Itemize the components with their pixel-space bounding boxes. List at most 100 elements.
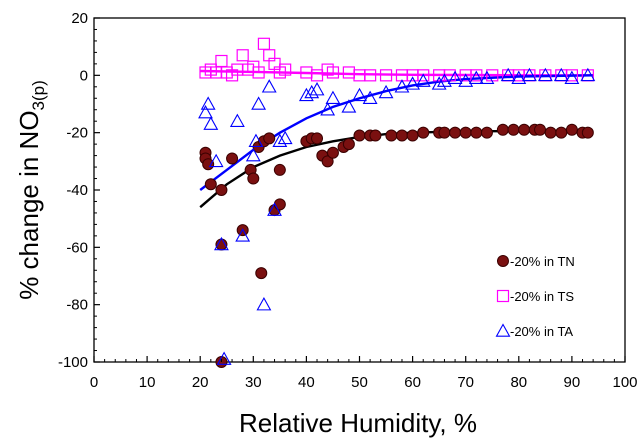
y-tick-label: 20 bbox=[71, 10, 88, 27]
data-point-square bbox=[257, 37, 271, 50]
data-point-circle bbox=[226, 152, 239, 165]
legend-label: -20% in TS bbox=[510, 289, 574, 304]
data-point-triangle bbox=[267, 202, 282, 216]
data-point-circle bbox=[369, 129, 382, 142]
x-tick-label: 10 bbox=[139, 374, 156, 391]
data-point-triangle bbox=[214, 236, 229, 251]
data-point-circle bbox=[385, 129, 398, 142]
y-axis-title: % change in NO3(p) bbox=[14, 80, 48, 300]
data-point-circle bbox=[342, 138, 355, 151]
data-point-circle bbox=[507, 123, 520, 136]
y-tick-label: 0 bbox=[80, 67, 88, 84]
data-point-triangle bbox=[203, 116, 219, 130]
data-point-circle bbox=[406, 129, 419, 142]
y-axis-title-main: % change in NO bbox=[14, 110, 44, 299]
data-point-circle bbox=[449, 126, 462, 139]
data-point-circle bbox=[417, 126, 430, 139]
data-point-triangle bbox=[320, 102, 336, 116]
x-tick-label: 30 bbox=[245, 374, 262, 391]
data-point-triangle bbox=[272, 133, 288, 148]
data-point-circle bbox=[353, 129, 366, 142]
trend-line-square bbox=[200, 69, 594, 77]
data-point-circle bbox=[544, 126, 557, 139]
data-point-circle bbox=[215, 184, 228, 196]
data-point-triangle bbox=[256, 297, 272, 311]
y-tick-label: -20 bbox=[66, 125, 88, 142]
data-point-triangle bbox=[235, 228, 251, 242]
y-tick-label: -100 bbox=[58, 354, 88, 371]
data-point-triangle bbox=[479, 70, 495, 84]
data-point-circle bbox=[311, 132, 324, 145]
data-point-circle bbox=[321, 155, 334, 168]
data-point-square bbox=[279, 63, 292, 76]
data-point-square bbox=[417, 69, 430, 82]
data-point-triangle bbox=[580, 67, 596, 82]
legend-label: -20% in TN bbox=[510, 254, 575, 269]
data-point-circle bbox=[555, 126, 568, 139]
data-point-circle bbox=[326, 146, 339, 159]
y-tick-label: -60 bbox=[66, 239, 88, 256]
data-point-triangle bbox=[500, 67, 516, 82]
data-point-triangle bbox=[261, 79, 277, 93]
data-point-triangle bbox=[304, 84, 320, 99]
data-point-triangle bbox=[208, 153, 224, 168]
data-point-triangle bbox=[405, 76, 421, 90]
data-point-circle bbox=[204, 178, 217, 191]
legend-marker-circle bbox=[497, 255, 509, 267]
x-tick-label: 80 bbox=[510, 374, 527, 391]
data-point-square bbox=[215, 54, 228, 68]
y-tick-label: -40 bbox=[66, 182, 88, 199]
data-point-triangle bbox=[200, 96, 216, 110]
data-point-triangle bbox=[521, 67, 537, 82]
data-point-triangle bbox=[431, 76, 447, 90]
data-point-triangle bbox=[468, 70, 484, 84]
legend-marker-triangle bbox=[495, 323, 511, 337]
data-point-circle bbox=[459, 126, 472, 139]
data-point-triangle bbox=[341, 99, 357, 113]
data-point-circle bbox=[263, 132, 276, 145]
data-point-triangle bbox=[198, 104, 213, 119]
x-tick-label: 100 bbox=[612, 374, 637, 391]
x-tick-label: 60 bbox=[404, 374, 421, 391]
legend-marker-square bbox=[496, 289, 510, 303]
data-point-triangle bbox=[537, 67, 553, 82]
data-point-triangle bbox=[309, 82, 325, 96]
data-point-square bbox=[236, 49, 249, 62]
data-point-circle bbox=[247, 172, 260, 185]
data-point-square bbox=[342, 66, 355, 79]
data-point-square bbox=[252, 66, 265, 79]
data-point-triangle bbox=[511, 70, 527, 84]
data-point-circle bbox=[581, 126, 594, 139]
data-point-square bbox=[364, 69, 377, 82]
data-point-triangle bbox=[553, 67, 569, 82]
data-point-square bbox=[326, 66, 340, 79]
y-tick-label: -80 bbox=[66, 297, 88, 314]
data-point-circle bbox=[273, 163, 286, 176]
x-tick-label: 90 bbox=[564, 374, 581, 391]
data-point-square bbox=[470, 69, 483, 82]
data-point-circle bbox=[255, 267, 268, 280]
data-point-triangle bbox=[437, 73, 452, 87]
data-point-triangle bbox=[362, 90, 378, 105]
data-point-triangle bbox=[458, 73, 474, 87]
data-point-circle bbox=[470, 126, 483, 139]
x-tick-label: 40 bbox=[298, 374, 315, 391]
x-axis-title: Relative Humidity, % bbox=[239, 408, 477, 438]
data-point-circle bbox=[202, 158, 215, 171]
data-point-triangle bbox=[245, 147, 261, 162]
data-point-triangle bbox=[447, 70, 463, 84]
data-point-circle bbox=[534, 123, 547, 136]
x-tick-label: 20 bbox=[192, 374, 209, 391]
x-tick-label: 50 bbox=[351, 374, 368, 391]
data-point-triangle bbox=[352, 87, 367, 102]
legend: -20% in TN -20% in TS -20% in TA bbox=[495, 254, 575, 339]
data-point-triangle bbox=[564, 70, 580, 84]
data-point-circle bbox=[480, 126, 493, 139]
data-point-triangle bbox=[298, 87, 314, 102]
data-point-circle bbox=[518, 123, 531, 136]
data-point-circle bbox=[565, 123, 578, 136]
x-tick-label: 0 bbox=[90, 374, 98, 391]
data-point-square bbox=[310, 69, 324, 82]
data-point-circle bbox=[395, 129, 408, 142]
